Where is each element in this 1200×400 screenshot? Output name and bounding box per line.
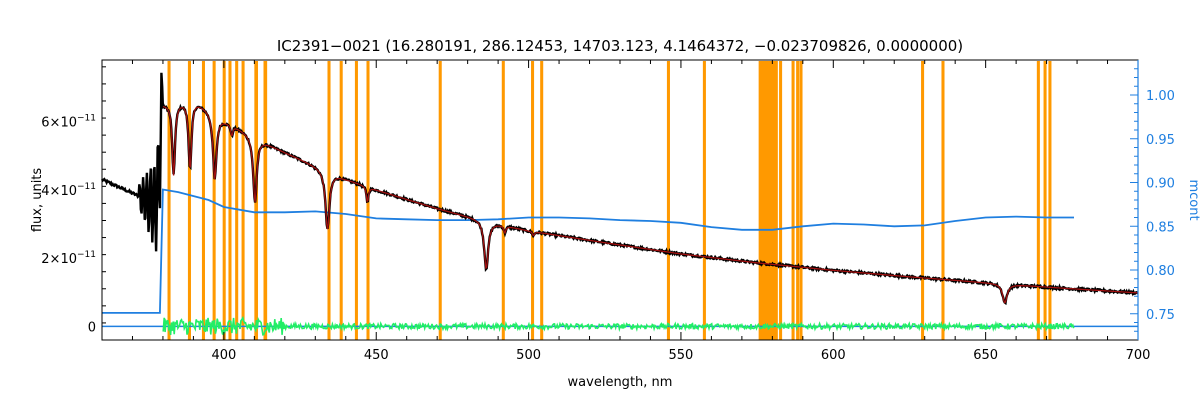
model-spectrum [162, 105, 1139, 304]
mask-band-24 [799, 61, 803, 340]
mask-band-25 [921, 61, 925, 340]
mask-band-23 [796, 61, 800, 340]
mask-band-4 [222, 61, 226, 340]
mask-band-15 [501, 61, 505, 340]
mask-band-7 [241, 61, 245, 340]
residual-curve [162, 315, 1075, 336]
mask-band-6 [235, 61, 239, 340]
x-tick-label: 500 [516, 348, 541, 363]
mask-band-20 [758, 61, 778, 340]
y2-tick-label: 0.95 [1146, 133, 1175, 148]
y-tick-label: 6×10−11 [41, 113, 96, 130]
y2-axis-label: mcont [1186, 179, 1200, 220]
x-tick-label: 600 [821, 348, 846, 363]
mask-band-19 [702, 61, 706, 340]
model-spectrum-line [162, 105, 1139, 304]
mask-band-27 [1036, 61, 1040, 340]
mask-band-21 [779, 61, 783, 340]
residual-line [102, 315, 1138, 336]
mask-band-16 [531, 61, 535, 340]
mask-band-3 [212, 61, 216, 340]
x-tick-label: 700 [1126, 348, 1151, 363]
y2-tick-label: 0.90 [1146, 177, 1175, 192]
mask-band-14 [438, 61, 442, 340]
y2-tick-label: 0.80 [1146, 264, 1175, 279]
mask-band-2 [201, 61, 205, 340]
y-axis-left: 0 2×10−11 4×10−11 6×10−11 [41, 66, 106, 341]
mask-band-1 [187, 61, 191, 340]
x-axis-label: wavelength, nm [568, 375, 673, 390]
x-tick-label: 650 [973, 348, 998, 363]
y-tick-label: 4×10−11 [41, 182, 96, 199]
y-axis-right: 0.75 0.80 0.85 0.90 0.95 1.00 [1130, 60, 1175, 340]
mask-bands [167, 61, 1052, 340]
mask-band-29 [1048, 61, 1052, 340]
mask-band-26 [941, 61, 945, 340]
chart-title: IC2391−0021 (16.280191, 286.12453, 14703… [277, 37, 963, 55]
x-tick-label: 450 [364, 348, 389, 363]
mask-band-11 [339, 61, 343, 340]
y2-tick-label: 1.00 [1146, 89, 1175, 104]
mask-band-0 [167, 61, 171, 340]
continuum-model-line [102, 188, 1074, 314]
y-axis-label: flux, units [30, 168, 45, 233]
mcont-curve [102, 188, 1074, 314]
y2-tick-label: 0.85 [1146, 220, 1175, 235]
mask-band-12 [354, 61, 358, 340]
mask-band-18 [666, 61, 670, 340]
y-tick-label: 0 [88, 320, 96, 335]
y-tick-label: 2×10−11 [41, 250, 96, 267]
x-tick-label: 400 [211, 348, 236, 363]
y2-tick-label: 0.75 [1146, 308, 1175, 323]
mask-band-9 [263, 61, 268, 340]
mask-band-17 [540, 61, 544, 340]
mask-band-28 [1043, 61, 1047, 340]
mask-band-5 [228, 61, 232, 340]
mask-band-22 [791, 61, 795, 340]
x-tick-label: 550 [669, 348, 694, 363]
